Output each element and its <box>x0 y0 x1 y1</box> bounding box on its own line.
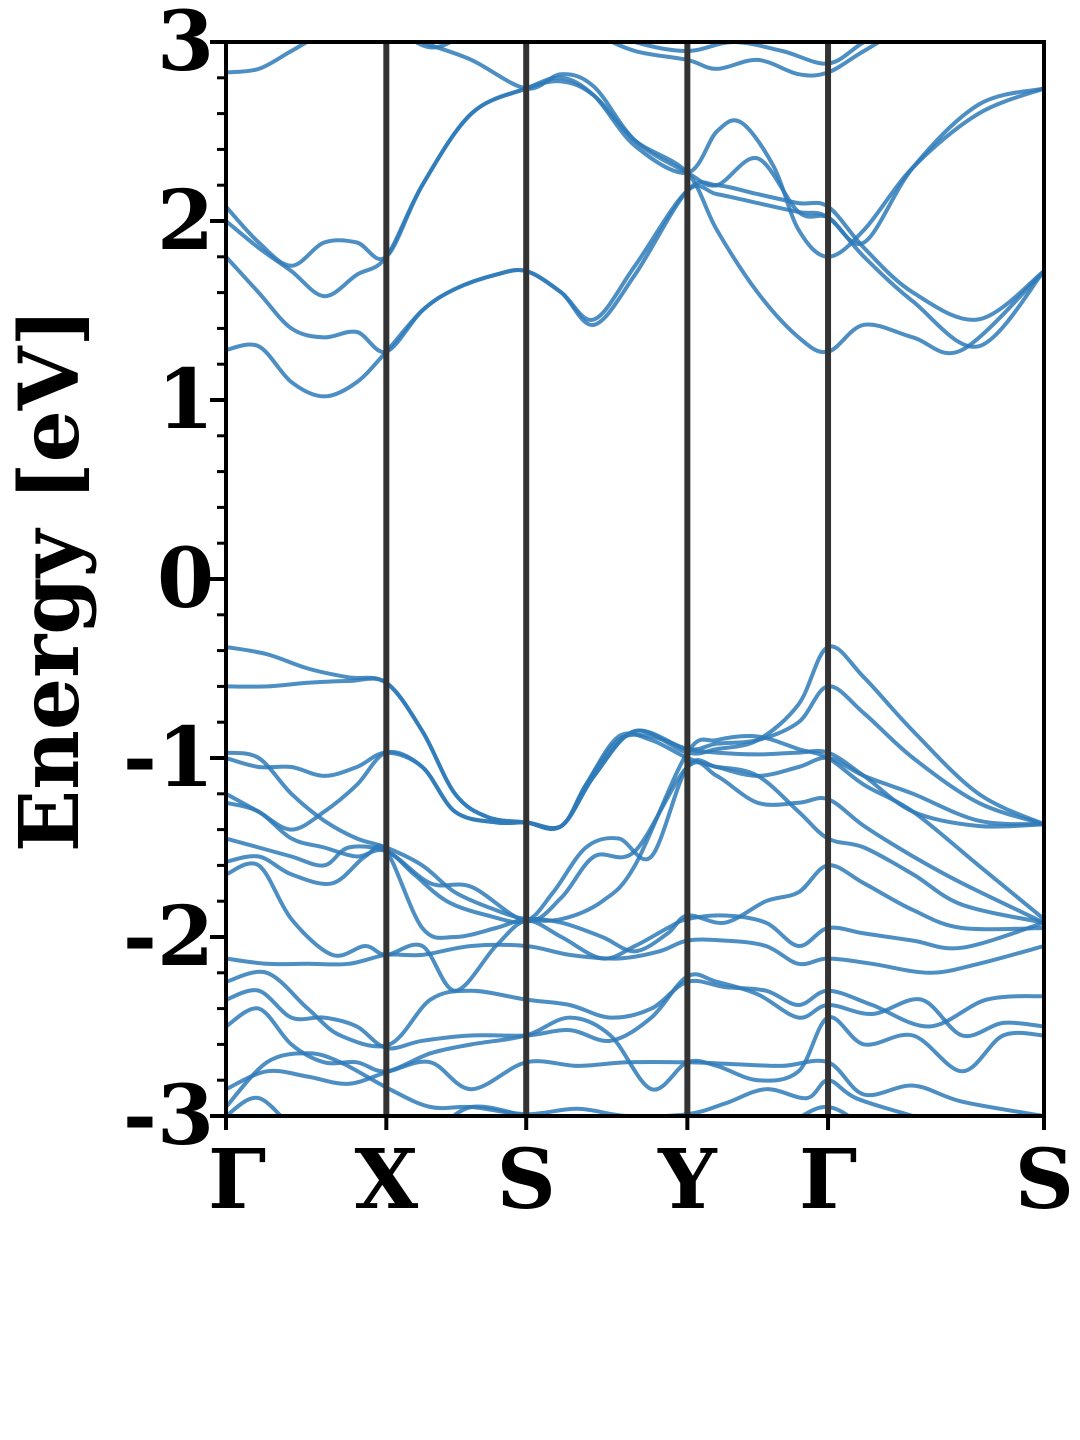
band-line-15 <box>226 676 1044 831</box>
band-line-9 <box>226 844 1044 954</box>
bands-layer <box>226 42 1044 1116</box>
band-line-7 <box>226 937 1044 975</box>
band-line-17 <box>226 180 1044 399</box>
band-line-20 <box>226 75 1044 268</box>
y-axis-label: Energy [eV] <box>2 308 98 852</box>
high-symmetry-lines <box>383 42 832 1116</box>
band-line-11 <box>226 760 1044 925</box>
band-line-23 <box>423 42 868 66</box>
y-tick-label: 2 <box>157 173 214 269</box>
band-line-16 <box>226 644 1044 831</box>
band-line-4 <box>226 1006 1044 1092</box>
band-line-8 <box>226 861 1044 993</box>
band-line-10 <box>226 758 1044 925</box>
y-tick-label: 1 <box>157 352 214 448</box>
band-line-3 <box>226 1058 1044 1116</box>
y-tick-label: 3 <box>157 0 214 90</box>
band-line-21 <box>226 42 1044 246</box>
x-tick-label-4: Y <box>657 1132 718 1228</box>
y-tick-label: -2 <box>123 889 214 985</box>
y-tick-label: -1 <box>123 710 214 806</box>
y-tick-label: -3 <box>123 1068 214 1164</box>
band-line-19 <box>226 79 1044 356</box>
band-line-1 <box>226 1095 853 1116</box>
band-line-18 <box>226 183 1044 354</box>
band-line-6 <box>226 969 1044 1049</box>
band-line-22 <box>226 42 883 78</box>
band-line-5 <box>226 972 1044 1051</box>
y-axis-ticks: -3 -2 -1 0 1 2 3 <box>123 0 226 1164</box>
band-line-2 <box>226 1051 921 1116</box>
y-tick-label: 0 <box>157 531 214 627</box>
x-tick-label-3: S <box>497 1132 556 1228</box>
x-tick-label-6: S <box>1015 1132 1074 1228</box>
x-tick-label-5: Γ <box>799 1132 857 1228</box>
x-tick-label-1: Γ <box>208 1132 266 1228</box>
band-line-14 <box>226 734 1044 923</box>
x-tick-label-2: X <box>355 1132 419 1228</box>
